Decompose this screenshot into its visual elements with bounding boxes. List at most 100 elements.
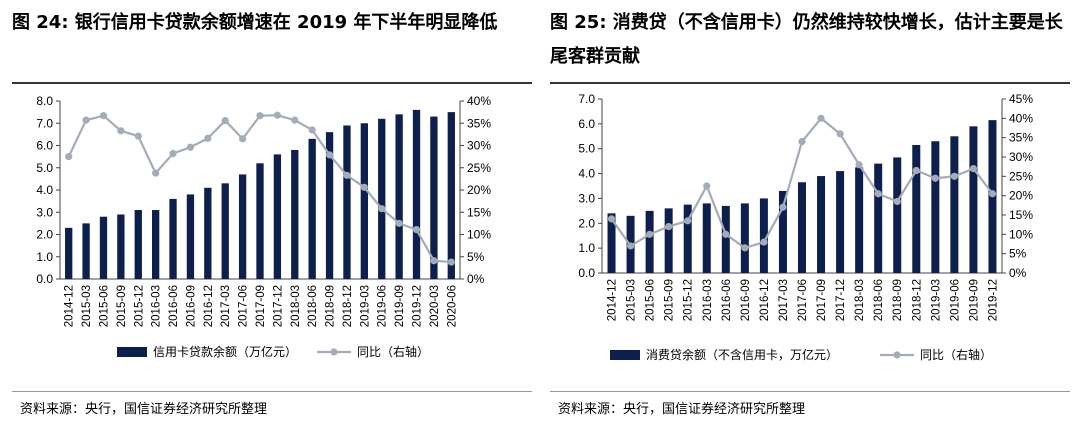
x-tick-label: 2018-06 (307, 285, 319, 327)
y-left-tick-label: 5.0 (578, 142, 595, 156)
bar (169, 198, 177, 279)
bar (931, 141, 940, 273)
y-left-tick-label: 1.0 (36, 250, 53, 264)
x-tick-label: 2016-09 (185, 285, 197, 327)
yoy-point (874, 190, 882, 198)
x-tick-label: 2019-09 (968, 279, 980, 321)
y-left-tick-label: 4.0 (578, 167, 595, 181)
y-left-tick-label: 7.0 (36, 116, 53, 130)
yoy-point (836, 130, 844, 138)
yoy-point (117, 127, 125, 135)
legend-bar-label: 消费贷余额（不含信用卡，万亿元） (646, 347, 838, 362)
yoy-point (169, 149, 177, 158)
x-tick-label: 2016-09 (740, 279, 752, 321)
x-tick-label: 2019-03 (359, 285, 371, 327)
x-tick-label: 2018-12 (342, 285, 354, 327)
chart-panel-left: 图 24: 银行信用卡贷款余额增速在 2019 年下半年明显降低 0.0 1.0 2… (12, 0, 532, 421)
yoy-point (325, 151, 334, 159)
y-right-tick-label: 45% (1009, 92, 1033, 106)
y-left-tick-label: 2.0 (36, 228, 53, 242)
bar (152, 210, 160, 279)
x-tick-label: 2016-03 (151, 285, 163, 327)
chart-panel-right: 图 25: 消费贷（不含信用卡）仍然维持较快增长，估计主要是长尾客群贡献 0.0… (550, 0, 1070, 421)
y-left-tick-label: 7.0 (578, 92, 595, 106)
yoy-point (134, 132, 142, 140)
y-right-tick-label: 35% (467, 116, 491, 130)
x-tick-label: 2015-06 (98, 285, 110, 327)
yoy-point (273, 111, 281, 119)
x-tick-label: 2019-06 (949, 279, 961, 321)
bar (969, 126, 978, 273)
bar (817, 176, 826, 273)
yoy-point (779, 203, 787, 211)
source-note: 资料来源：央行，国信证券经济研究所整理 (20, 402, 268, 417)
x-tick-label: 2017-09 (255, 285, 267, 327)
y-right-tick-label: 25% (1009, 169, 1033, 183)
yoy-point (65, 153, 73, 161)
bar (343, 125, 351, 279)
yoy-point (204, 134, 212, 142)
x-tick-label: 2018-03 (854, 279, 866, 321)
yoy-point (447, 258, 455, 266)
x-tick-label: 2019-12 (412, 285, 424, 327)
bar (874, 163, 883, 273)
y-right-tick-label: 10% (467, 228, 491, 242)
legend-line-marker (893, 351, 901, 359)
bar (308, 138, 316, 279)
chart-svg: 0.0 1.0 2.0 3.0 4.0 5.0 6.0 7.0 0% 5% 10% 15% 20% 25%… (578, 92, 1033, 362)
chart-svg: 0.0 1.0 2.0 3.0 4.0 5.0 6.0 7.0 8.0 0% 5% 10% 15% 20%… (36, 94, 491, 359)
x-tick-label: 2015-03 (626, 279, 638, 321)
legend-bar-swatch (610, 350, 640, 360)
yoy-point (817, 114, 825, 122)
y-right-tick-label: 35% (1009, 131, 1033, 145)
y-left-tick-label: 2.0 (578, 216, 595, 230)
x-tick-label: 2015-12 (683, 279, 695, 321)
yoy-point (221, 116, 229, 125)
x-tick-label: 2018-03 (290, 285, 302, 327)
yoy-point (395, 219, 403, 227)
x-tick-label: 2016-03 (702, 279, 714, 321)
bar (395, 114, 403, 279)
bar (759, 198, 768, 273)
yoy-point (855, 161, 863, 169)
y-right-tick-label: 40% (467, 94, 491, 108)
yoy-point (722, 230, 730, 238)
bar (378, 118, 386, 279)
x-tick-label: 2015-12 (133, 285, 145, 327)
x-tick-label: 2016-06 (721, 279, 733, 321)
yoy-point (343, 171, 351, 179)
bar (893, 157, 902, 273)
x-tick-label: 2020-03 (429, 285, 441, 327)
yoy-point (360, 183, 368, 191)
yoy-point (950, 172, 958, 180)
bar (221, 183, 229, 279)
yoy-point (308, 126, 316, 134)
yoy-point (430, 257, 438, 265)
bar (360, 123, 368, 279)
yoy-point (988, 190, 997, 198)
bar (664, 208, 673, 273)
bar (798, 182, 806, 273)
bar (325, 132, 334, 279)
x-tick-label: 2017-06 (797, 279, 809, 321)
bar (702, 203, 711, 273)
chart-title: 图 24: 银行信用卡贷款余额增速在 2019 年下半年明显降低 (12, 12, 498, 33)
y-right-tick-label: 25% (467, 161, 491, 175)
x-tick-label: 2018-09 (325, 285, 337, 327)
y-right-tick-label: 5% (1009, 247, 1027, 261)
bar (134, 210, 142, 279)
y-left-tick-label: 3.0 (36, 205, 53, 219)
x-tick-label: 2017-09 (816, 279, 828, 321)
y-right-tick-label: 0% (1009, 266, 1027, 280)
bar (273, 154, 282, 279)
bar (256, 163, 264, 279)
bar (99, 216, 108, 279)
source-rule (550, 391, 1070, 392)
x-tick-label: 2015-09 (664, 279, 676, 321)
x-tick-label: 2016-12 (759, 279, 771, 321)
y-right-tick-label: 20% (1009, 189, 1033, 203)
y-left-tick-label: 5.0 (36, 161, 53, 175)
x-tick-label: 2018-09 (892, 279, 904, 321)
legend-line-label: 同比（右轴） (357, 344, 429, 359)
y-right-tick-label: 5% (467, 250, 485, 264)
